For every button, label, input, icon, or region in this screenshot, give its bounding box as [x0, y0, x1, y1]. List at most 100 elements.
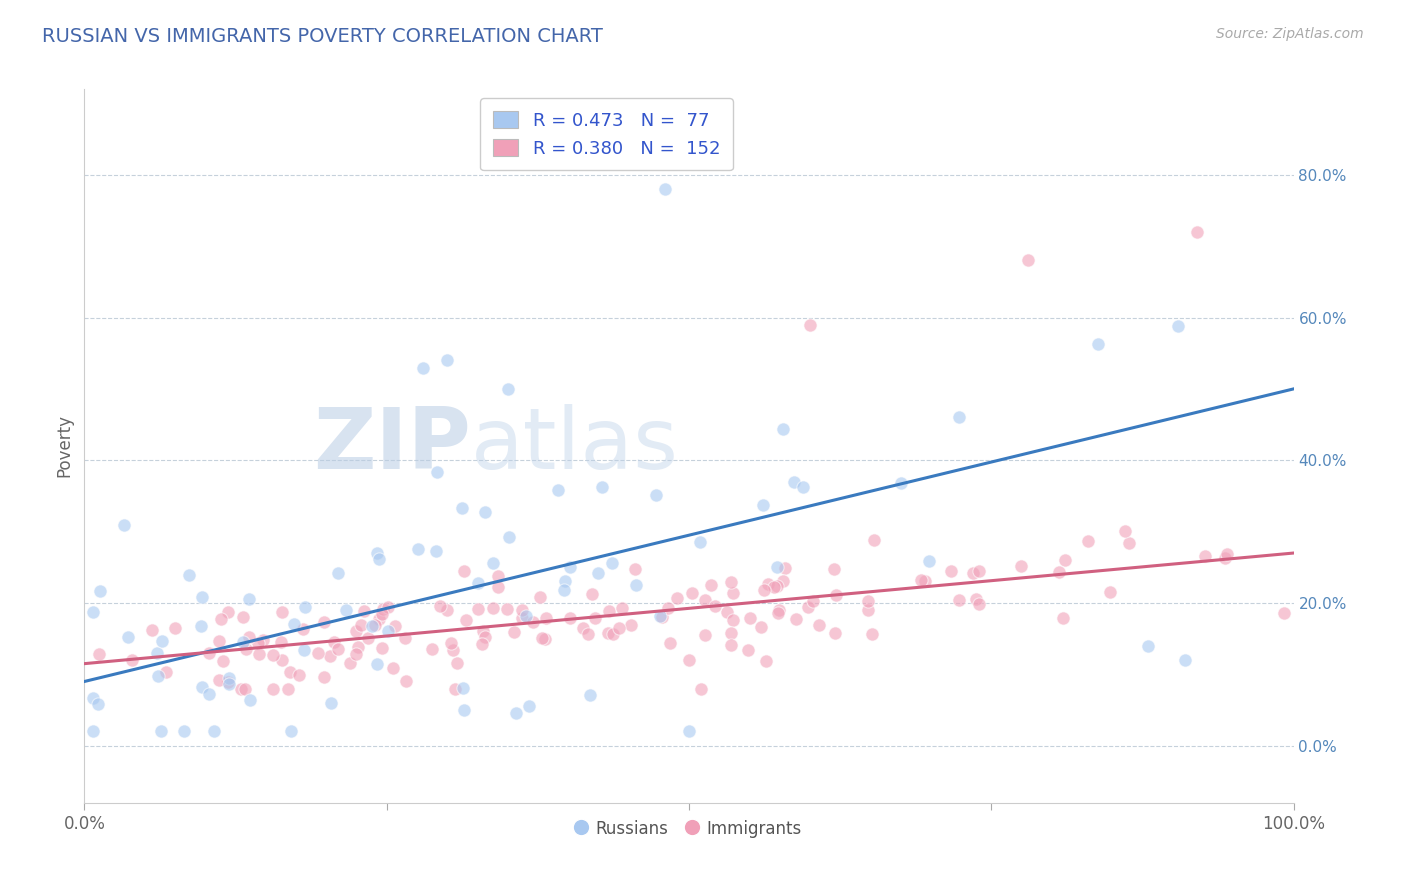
Point	[918, 554, 941, 568]
Point	[738, 611, 761, 625]
Point	[344, 647, 367, 661]
Point	[202, 724, 225, 739]
Point	[858, 603, 880, 617]
Point	[444, 681, 467, 696]
Point	[420, 642, 443, 657]
Point	[283, 616, 305, 631]
Point	[425, 544, 447, 558]
Point	[600, 556, 623, 570]
Point	[211, 654, 233, 668]
Point	[436, 353, 458, 368]
Point	[173, 724, 195, 739]
Point	[948, 410, 970, 425]
Point	[1114, 524, 1136, 539]
Point	[690, 681, 713, 696]
Point	[910, 574, 932, 588]
Point	[554, 574, 576, 589]
Point	[366, 657, 388, 672]
Point	[796, 599, 818, 614]
Point	[155, 665, 177, 679]
Point	[451, 501, 474, 516]
Point	[436, 602, 458, 616]
Point	[270, 635, 292, 649]
Point	[856, 594, 879, 608]
Point	[558, 611, 581, 625]
Point	[772, 574, 794, 588]
Point	[471, 624, 494, 639]
Text: RUSSIAN VS IMMIGRANTS POVERTY CORRELATION CHART: RUSSIAN VS IMMIGRANTS POVERTY CORRELATIO…	[42, 27, 603, 45]
Point	[1174, 653, 1197, 667]
Point	[322, 634, 344, 648]
Point	[366, 546, 388, 560]
Point	[217, 675, 239, 690]
Text: atlas: atlas	[471, 404, 679, 488]
Text: Source: ZipAtlas.com: Source: ZipAtlas.com	[1216, 27, 1364, 41]
Point	[312, 670, 335, 684]
Point	[335, 603, 357, 617]
Point	[763, 580, 786, 594]
Point	[948, 592, 970, 607]
Point	[262, 681, 284, 696]
Point	[467, 576, 489, 591]
Point	[522, 615, 544, 629]
Point	[681, 585, 703, 599]
Point	[163, 621, 186, 635]
Point	[720, 638, 742, 652]
Point	[496, 601, 519, 615]
Point	[1215, 550, 1237, 565]
Point	[328, 642, 350, 657]
Point	[576, 626, 599, 640]
Point	[623, 562, 645, 576]
Point	[678, 653, 700, 667]
Point	[801, 593, 824, 607]
Point	[148, 669, 170, 683]
Point	[749, 620, 772, 634]
Point	[235, 641, 257, 656]
Point	[1053, 553, 1076, 567]
Point	[596, 626, 619, 640]
Point	[583, 611, 606, 625]
Point	[381, 661, 404, 675]
Point	[370, 607, 392, 621]
Point	[823, 562, 845, 576]
Point	[87, 697, 110, 711]
Point	[703, 599, 725, 613]
Point	[695, 592, 717, 607]
Point	[824, 588, 846, 602]
Point	[689, 535, 711, 549]
Point	[278, 665, 301, 680]
Point	[620, 618, 643, 632]
Point	[89, 647, 111, 661]
Point	[486, 580, 509, 594]
Point	[723, 586, 745, 600]
Point	[441, 643, 464, 657]
Point	[141, 624, 163, 638]
Point	[579, 688, 602, 702]
Point	[737, 643, 759, 657]
Point	[247, 647, 270, 661]
Point	[197, 687, 219, 701]
Point	[496, 382, 519, 396]
Point	[217, 605, 239, 619]
Point	[863, 533, 886, 548]
Point	[799, 318, 821, 332]
Point	[581, 587, 603, 601]
Point	[377, 600, 399, 615]
Point	[560, 560, 582, 574]
Point	[766, 606, 789, 620]
Point	[969, 597, 991, 611]
Point	[700, 578, 723, 592]
Point	[321, 696, 343, 710]
Point	[150, 724, 173, 739]
Point	[292, 642, 315, 657]
Point	[1087, 337, 1109, 351]
Point	[1118, 536, 1140, 550]
Point	[198, 647, 221, 661]
Point	[446, 657, 468, 671]
Point	[503, 624, 526, 639]
Point	[238, 592, 260, 607]
Point	[510, 611, 533, 625]
Point	[371, 641, 394, 656]
Point	[146, 646, 169, 660]
Point	[773, 560, 796, 574]
